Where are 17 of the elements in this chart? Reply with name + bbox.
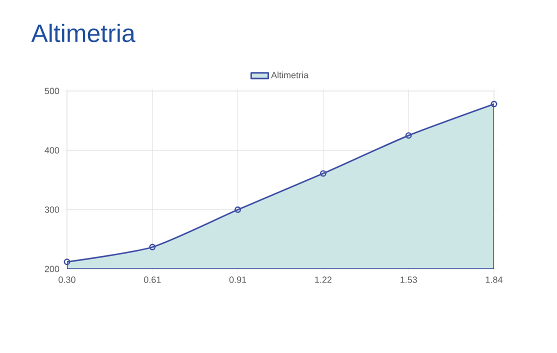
x-tick-label: 0.30 xyxy=(58,276,76,283)
point xyxy=(405,132,412,139)
x-tick-label: 0.91 xyxy=(229,276,246,283)
point xyxy=(490,100,498,108)
chart-title: Altimetria xyxy=(31,24,136,42)
x-tick-label: 0.61 xyxy=(144,276,161,283)
x-tick-label: 1.53 xyxy=(400,276,417,283)
y-tick-label: 200 xyxy=(44,266,60,272)
x-tick-label: 1.22 xyxy=(315,276,332,283)
y-tick-label: 500 xyxy=(44,88,60,94)
legend-label: Altimetria xyxy=(271,72,309,78)
point xyxy=(320,170,326,177)
x-tick-label: 1.84 xyxy=(486,276,502,283)
y-tick-label: 400 xyxy=(44,147,60,154)
y-tick-label: 300 xyxy=(44,206,60,213)
point xyxy=(234,206,242,213)
point xyxy=(149,244,156,250)
